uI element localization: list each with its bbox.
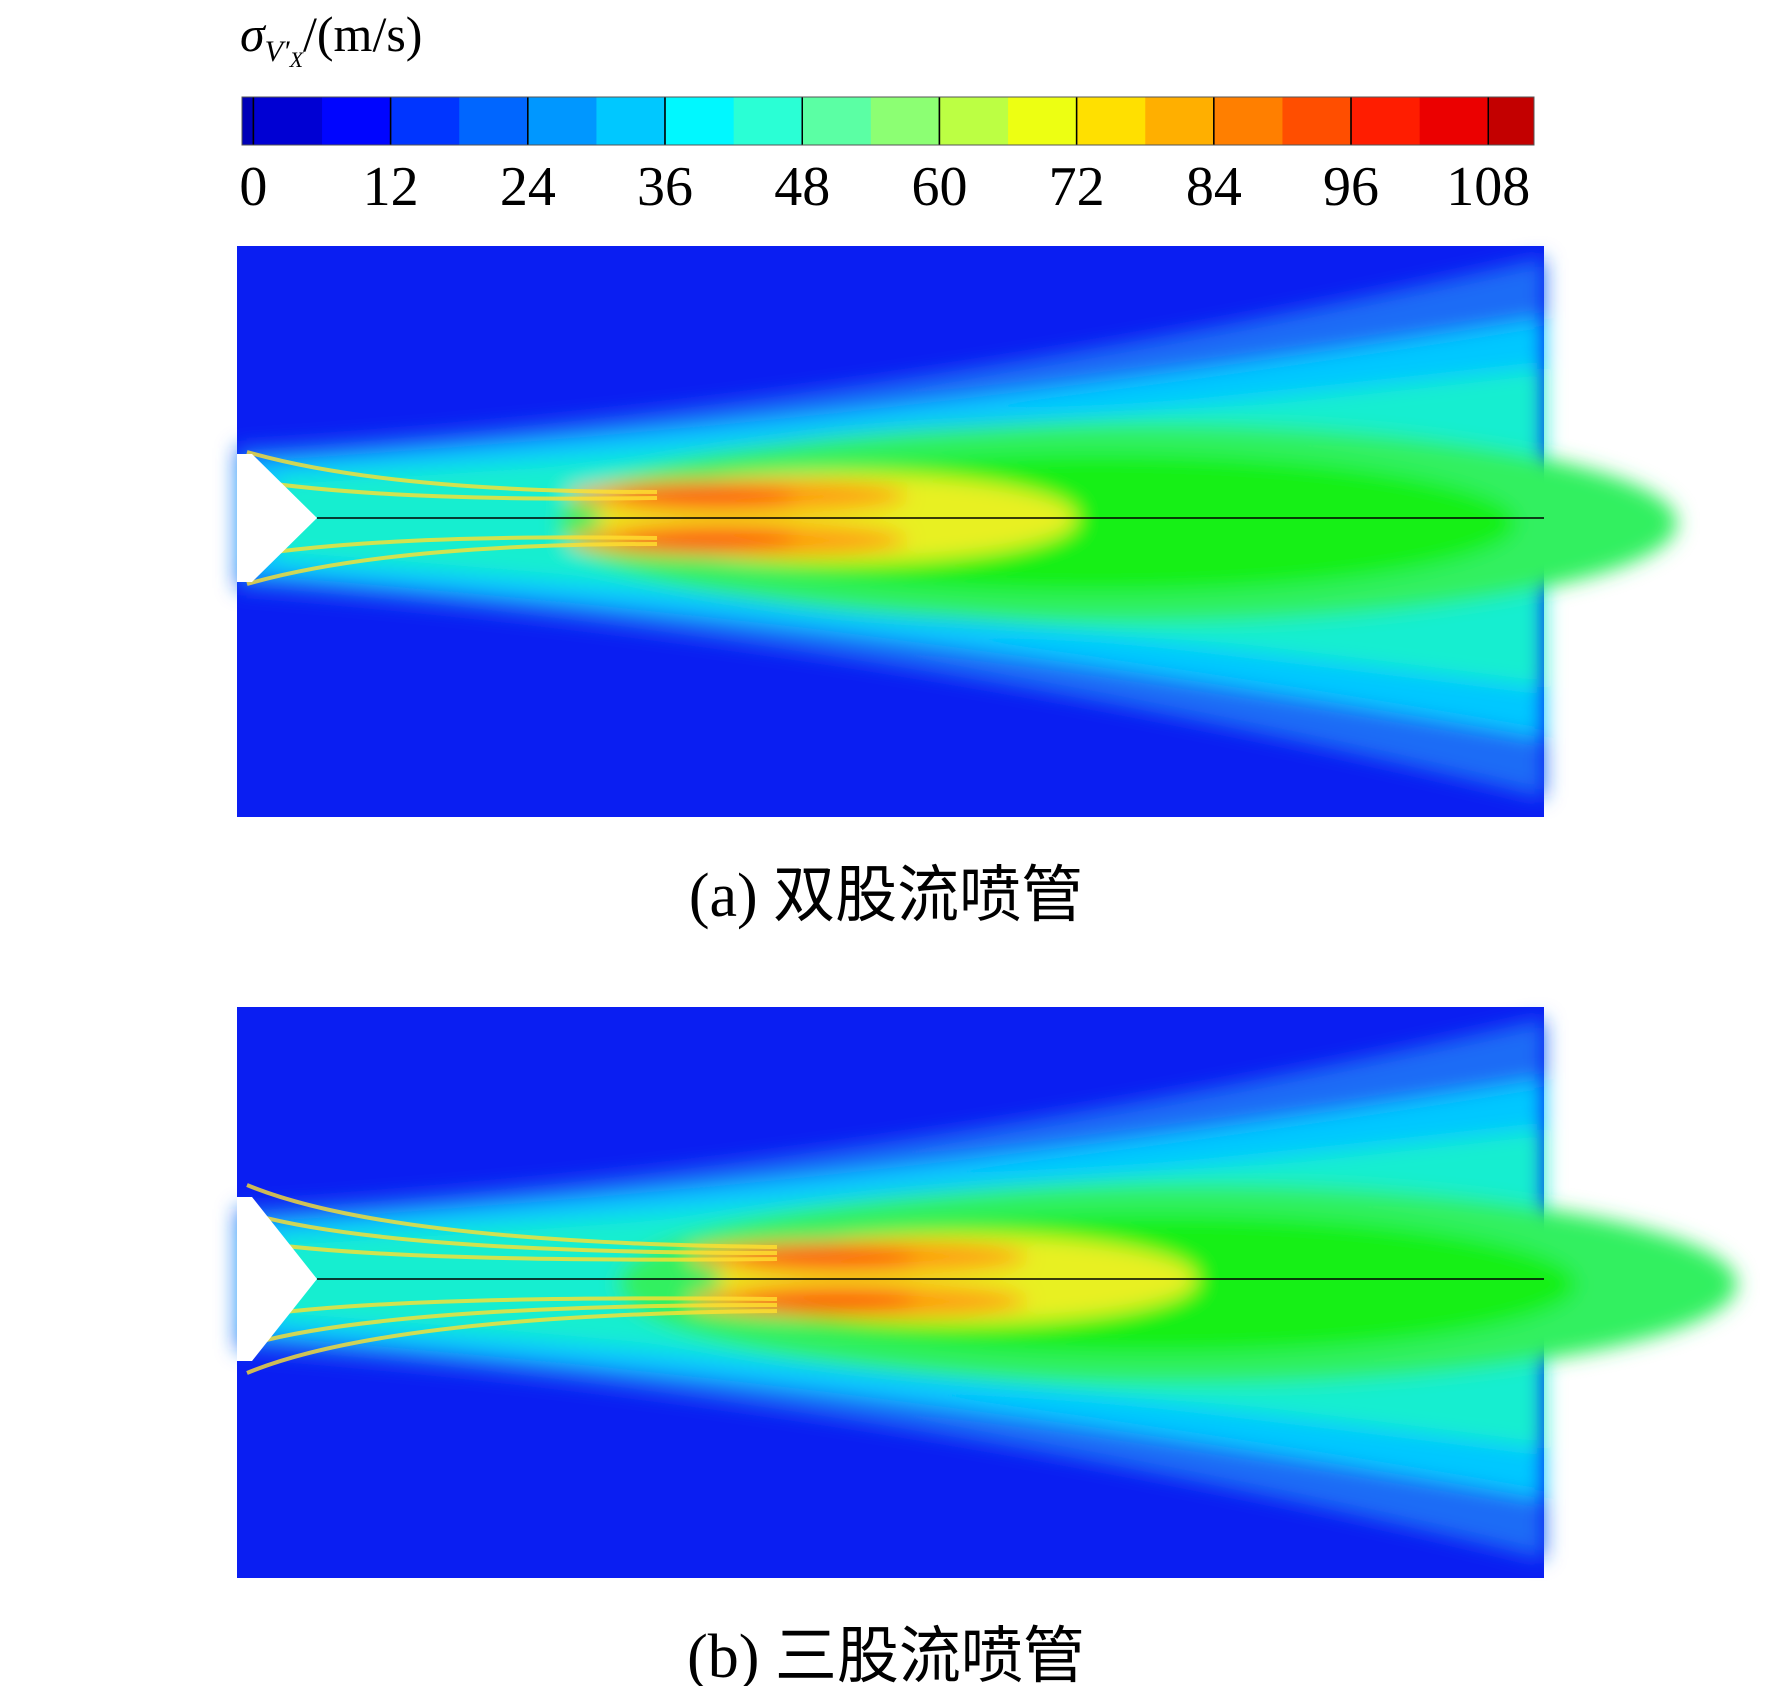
color-segment — [802, 97, 872, 145]
contour-panel — [237, 246, 1677, 817]
unit: /(m/s) — [303, 6, 422, 62]
shear-layer — [246, 478, 658, 501]
subsubscript: X — [289, 47, 305, 72]
subscript: V′ — [265, 35, 290, 68]
color-segment — [1488, 97, 1535, 145]
field-layer — [617, 529, 797, 547]
shear-layer — [246, 1211, 778, 1255]
color-segment — [242, 97, 254, 145]
color-segment — [1351, 97, 1421, 145]
shear-layer — [246, 542, 658, 586]
colorbar-label: σV′X/(m/s) — [240, 6, 422, 72]
field-layer — [737, 1290, 917, 1308]
nozzle — [237, 1197, 317, 1361]
field — [237, 1019, 1737, 1559]
shear-layer — [246, 450, 658, 494]
colorbar-tick-label: 48 — [774, 156, 830, 218]
color-segment — [459, 97, 529, 145]
color-segment — [870, 97, 940, 145]
panel-caption: (b) 三股流喷管 — [687, 1623, 1085, 1686]
colorbar — [241, 96, 1535, 146]
color-segment — [1213, 97, 1283, 145]
color-segment — [939, 97, 1009, 145]
color-segment — [253, 97, 323, 145]
color-segment — [1076, 97, 1146, 145]
colorbar-tick-label: 24 — [500, 156, 556, 218]
symbol: σ — [240, 6, 267, 62]
color-segment — [390, 97, 460, 145]
color-segment — [1008, 97, 1078, 145]
colorbar-frame — [241, 96, 1535, 146]
field-layer — [737, 1250, 917, 1268]
field — [237, 258, 1677, 798]
color-segment — [1282, 97, 1352, 145]
color-segment — [1145, 97, 1215, 145]
color-segment — [527, 97, 597, 145]
color-segment — [665, 97, 735, 145]
colorbar-tick-label: 96 — [1323, 156, 1379, 218]
colorbar-tick-label: 0 — [239, 156, 267, 218]
nozzle — [237, 454, 317, 582]
shear-layer — [246, 535, 658, 558]
colorbar-tick-label: 60 — [911, 156, 967, 218]
colorbar-tick-label: 108 — [1446, 156, 1530, 218]
shear-layer — [246, 1309, 778, 1375]
color-segment — [596, 97, 666, 145]
colorbar-tick-label: 36 — [637, 156, 693, 218]
colorbar-tick-label: 12 — [363, 156, 419, 218]
panel-caption: (a) 双股流喷管 — [689, 862, 1083, 930]
colorbar-tick-label: 84 — [1186, 156, 1242, 218]
color-segment — [733, 97, 803, 145]
field-layer — [617, 489, 797, 507]
color-segment — [1419, 97, 1489, 145]
contour-panel — [237, 1007, 1737, 1578]
shear-layer — [246, 1183, 778, 1249]
color-segment — [322, 97, 392, 145]
colorbar-tick-label: 72 — [1049, 156, 1105, 218]
shear-layer — [246, 1303, 778, 1347]
